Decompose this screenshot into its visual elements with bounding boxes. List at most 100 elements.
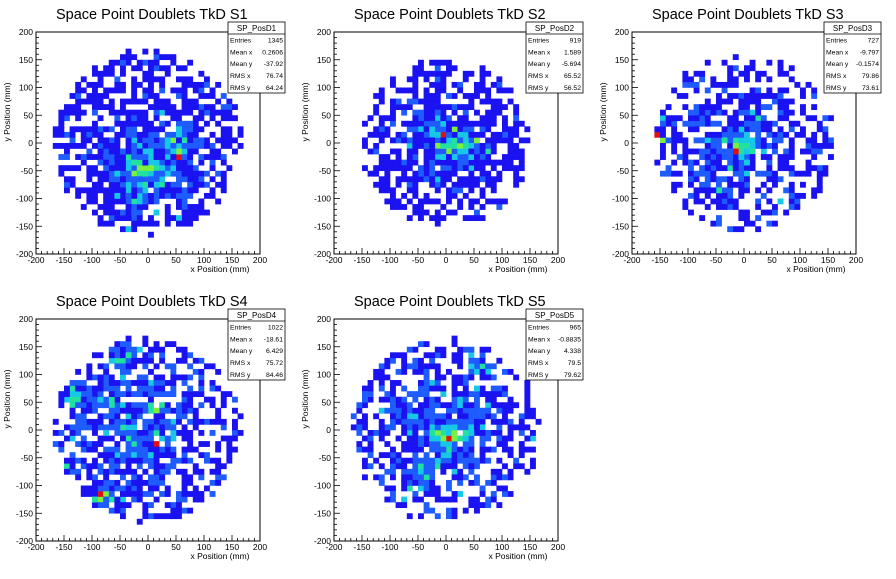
heatmap-cell bbox=[688, 209, 694, 216]
heatmap-cell bbox=[434, 446, 441, 453]
heatmap-cell bbox=[485, 120, 492, 127]
heatmap-cell bbox=[148, 192, 154, 199]
heatmap-cell bbox=[474, 496, 480, 503]
heatmap-cell bbox=[401, 424, 408, 431]
heatmap-cell bbox=[738, 143, 745, 149]
heatmap-cell bbox=[429, 198, 436, 205]
heatmap-cell bbox=[721, 154, 728, 160]
heatmap-cell bbox=[114, 176, 121, 183]
heatmap-cell bbox=[142, 76, 149, 83]
heatmap-cell bbox=[232, 148, 238, 155]
heatmap-cell bbox=[429, 81, 436, 88]
heatmap-cell bbox=[412, 65, 419, 72]
heatmap-cell bbox=[192, 170, 199, 177]
heatmap-cell bbox=[451, 424, 458, 431]
heatmap-cell bbox=[181, 491, 188, 497]
stats-value: 0.2606 bbox=[262, 49, 283, 56]
heatmap-cell bbox=[732, 204, 739, 210]
stats-label: Entries bbox=[230, 325, 252, 332]
y-tick-label: -100 bbox=[16, 481, 33, 491]
heatmap-cell bbox=[716, 131, 722, 138]
heatmap-cell bbox=[142, 491, 149, 497]
x-tick-label: 50 bbox=[469, 542, 479, 552]
heatmap-cell bbox=[485, 115, 492, 122]
heatmap-cell bbox=[766, 159, 773, 166]
heatmap-cell bbox=[721, 176, 728, 183]
heatmap-cell bbox=[660, 120, 666, 127]
heatmap-cell bbox=[513, 104, 520, 110]
heatmap-cell bbox=[384, 374, 391, 381]
heatmap-cell bbox=[378, 407, 385, 414]
heatmap-cell bbox=[170, 54, 177, 61]
heatmap-cell bbox=[176, 76, 182, 83]
heatmap-cell bbox=[164, 192, 171, 199]
heatmap-cell bbox=[192, 391, 199, 397]
heatmap-cell bbox=[440, 148, 447, 155]
heatmap-cell bbox=[220, 176, 227, 183]
heatmap-cell bbox=[187, 148, 194, 155]
heatmap-cell bbox=[434, 187, 441, 194]
heatmap-cell bbox=[446, 424, 452, 431]
heatmap-cell bbox=[496, 424, 503, 431]
heatmap-cell bbox=[693, 109, 700, 116]
heatmap-cell bbox=[131, 165, 138, 172]
heatmap-cell bbox=[176, 148, 182, 155]
heatmap-cell bbox=[170, 363, 177, 370]
heatmap-cell bbox=[474, 137, 480, 144]
stats-value: 76.74 bbox=[266, 73, 283, 80]
heatmap-cell bbox=[434, 418, 441, 425]
heatmap-cell bbox=[485, 176, 492, 183]
heatmap-cell bbox=[153, 165, 160, 172]
x-tick-label: 50 bbox=[469, 255, 479, 265]
heatmap-cell bbox=[446, 148, 452, 155]
heatmap-cell bbox=[390, 187, 396, 194]
heatmap-cell bbox=[97, 70, 104, 77]
heatmap-cell bbox=[451, 154, 458, 160]
heatmap-cell bbox=[209, 148, 216, 155]
heatmap-cell bbox=[418, 70, 424, 77]
heatmap-cell bbox=[772, 131, 778, 138]
heatmap-cell bbox=[418, 98, 424, 105]
heatmap-cell bbox=[64, 187, 70, 194]
heatmap-cell bbox=[406, 402, 413, 409]
heatmap-cell bbox=[86, 198, 93, 205]
heatmap-cell bbox=[434, 385, 441, 392]
heatmap-cell bbox=[131, 76, 138, 83]
heatmap-cell bbox=[86, 418, 93, 425]
heatmap-cell bbox=[474, 93, 480, 99]
heatmap-cell bbox=[429, 407, 436, 414]
heatmap-cell bbox=[496, 104, 503, 110]
heatmap-cell bbox=[159, 65, 166, 72]
heatmap-cell bbox=[148, 137, 154, 144]
heatmap-cell bbox=[423, 418, 430, 425]
heatmap-cell bbox=[462, 165, 469, 172]
heatmap-cell bbox=[401, 170, 408, 177]
heatmap-cell bbox=[142, 187, 149, 194]
heatmap-cell bbox=[412, 452, 419, 459]
x-tick-label: -200 bbox=[27, 255, 44, 265]
heatmap-cell bbox=[418, 109, 424, 116]
heatmap-cell bbox=[187, 479, 194, 486]
heatmap-cell bbox=[136, 65, 143, 72]
stats-name: SP_PosD4 bbox=[237, 311, 277, 320]
heatmap-cell bbox=[479, 65, 486, 72]
heatmap-cell bbox=[131, 81, 138, 88]
heatmap-cell bbox=[92, 170, 98, 177]
heatmap-cell bbox=[721, 192, 728, 199]
heatmap-cell bbox=[226, 435, 233, 442]
heatmap-cell bbox=[777, 126, 784, 133]
heatmap-cell bbox=[429, 507, 436, 514]
heatmap-cell bbox=[474, 209, 480, 216]
heatmap-cell bbox=[446, 452, 452, 459]
heatmap-cell bbox=[418, 131, 424, 138]
heatmap-cell bbox=[434, 154, 441, 160]
heatmap-cell bbox=[418, 115, 424, 122]
heatmap-cell bbox=[164, 485, 171, 492]
heatmap-cell bbox=[131, 198, 138, 205]
heatmap-cell bbox=[401, 104, 408, 110]
heatmap-cell bbox=[423, 148, 430, 155]
heatmap-cell bbox=[64, 391, 70, 397]
heatmap-cell bbox=[502, 474, 508, 481]
heatmap-cell bbox=[395, 396, 402, 403]
heatmap-cell bbox=[92, 87, 98, 94]
